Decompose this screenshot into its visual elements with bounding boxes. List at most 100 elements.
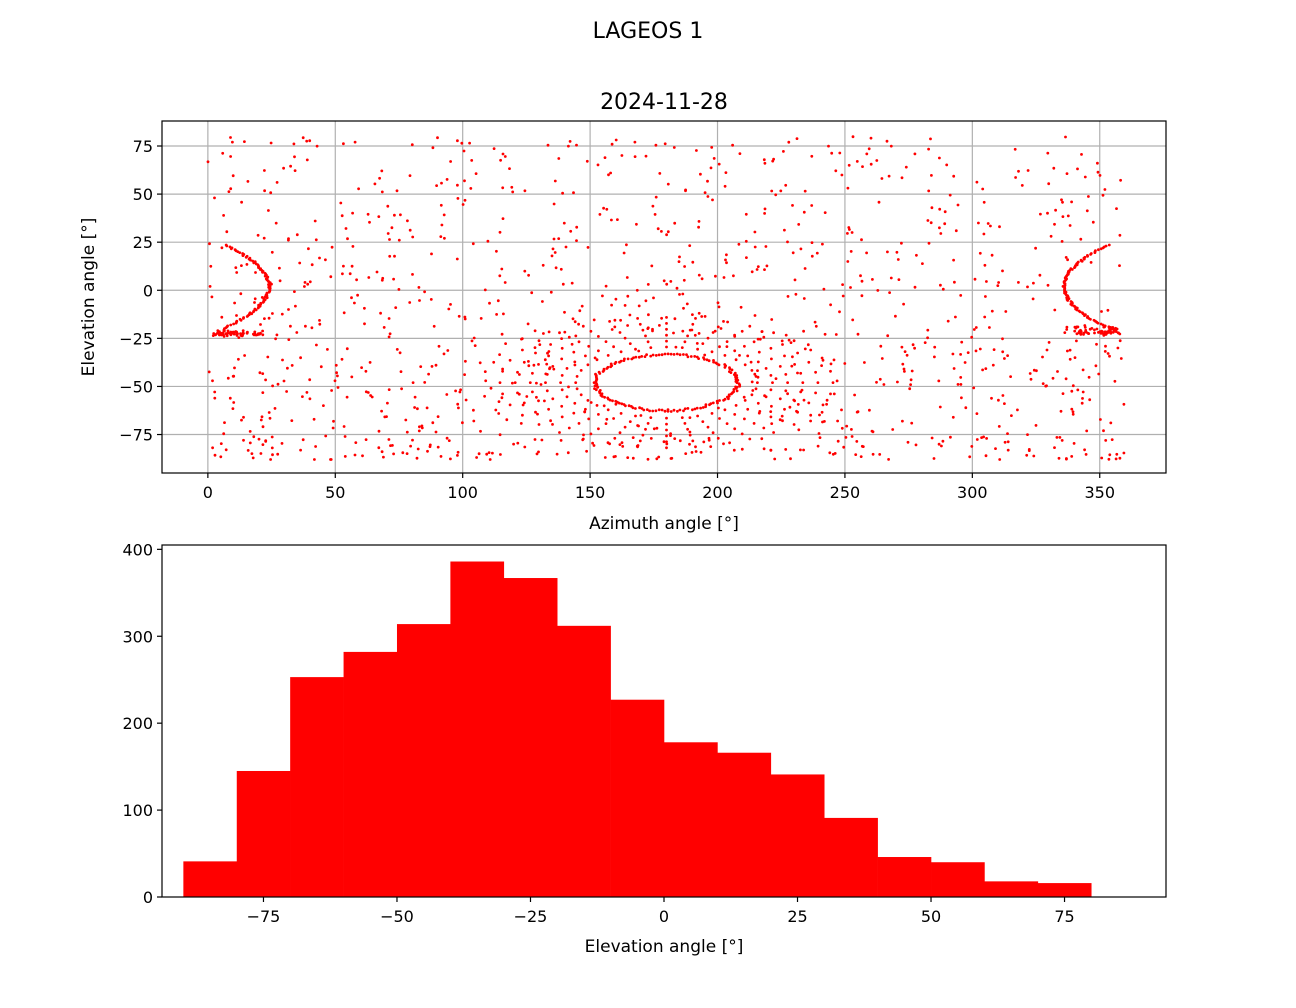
scatter-point: [734, 404, 738, 407]
scatter-point: [1056, 370, 1059, 373]
scatter-point: [1004, 310, 1008, 313]
scatter-point: [743, 417, 746, 421]
scatter-point: [937, 379, 941, 383]
scatter-point: [702, 356, 705, 359]
scatter-point: [941, 287, 945, 291]
scatter-point: [653, 213, 657, 216]
scatter-point: [631, 456, 635, 460]
scatter-point: [229, 136, 232, 139]
scatter-point: [964, 406, 968, 410]
scatter-point: [567, 335, 571, 339]
scatter-point: [786, 392, 789, 396]
scatter-point: [575, 239, 578, 243]
scatter-point: [552, 367, 556, 371]
scatter-point: [208, 285, 212, 288]
scatter-point: [880, 177, 884, 180]
scatter-point: [241, 329, 245, 333]
scatter-y-tick-label: 25: [133, 233, 153, 252]
scatter-point: [537, 339, 541, 343]
scatter-point: [847, 163, 851, 167]
scatter-point: [1107, 325, 1111, 329]
scatter-point: [261, 391, 265, 394]
scatter-point: [1080, 153, 1083, 156]
scatter-point: [1081, 390, 1085, 394]
scatter-point: [1038, 273, 1042, 277]
scatter-point: [1084, 330, 1087, 334]
scatter-point: [998, 458, 1002, 461]
scatter-point: [1104, 344, 1107, 348]
scatter-point: [516, 391, 519, 395]
scatter-point: [1034, 246, 1037, 250]
scatter-point: [780, 339, 784, 343]
scatter-point: [1102, 429, 1105, 433]
scatter-point: [753, 372, 757, 376]
scatter-point: [625, 276, 629, 279]
scatter-point: [380, 169, 384, 173]
scatter-point: [846, 232, 849, 235]
scatter-point: [762, 426, 766, 430]
scatter-point: [1085, 209, 1089, 213]
scatter-point: [496, 299, 500, 303]
scatter-point: [458, 390, 462, 394]
scatter-point: [731, 143, 734, 147]
scatter-point: [756, 369, 759, 372]
scatter-point: [537, 423, 541, 426]
scatter-point: [592, 444, 596, 447]
scatter-point: [982, 232, 986, 236]
scatter-point: [415, 456, 419, 460]
scatter-point: [345, 395, 349, 399]
scatter-point: [287, 338, 291, 341]
scatter-point: [1026, 285, 1029, 289]
scatter-point: [609, 365, 613, 369]
scatter-point: [723, 397, 727, 401]
scatter-point: [229, 330, 233, 334]
scatter-point: [240, 418, 243, 422]
scatter-point: [728, 366, 731, 370]
scatter-point: [905, 353, 909, 357]
scatter-point: [651, 409, 655, 413]
scatter-point: [760, 330, 764, 333]
scatter-point: [855, 160, 859, 163]
scatter-point: [1073, 356, 1077, 359]
scatter-point: [1003, 402, 1006, 405]
scatter-point: [263, 317, 266, 320]
scatter-point: [1032, 454, 1036, 458]
scatter-point: [797, 428, 801, 432]
scatter-point: [669, 432, 672, 435]
scatter-point: [783, 354, 786, 358]
scatter-point: [456, 450, 460, 454]
scatter-point: [1001, 337, 1004, 341]
scatter-point: [522, 360, 526, 364]
scatter-point: [342, 264, 345, 268]
scatter-point: [345, 347, 349, 351]
scatter-point: [970, 335, 974, 339]
scatter-point: [1020, 184, 1024, 187]
scatter-point: [726, 320, 729, 324]
scatter-point: [483, 370, 487, 373]
scatter-point: [561, 282, 565, 286]
scatter-point: [691, 408, 694, 412]
scatter-point: [683, 422, 687, 425]
scatter-point: [575, 143, 578, 147]
scatter-point: [715, 399, 719, 403]
scatter-point: [552, 202, 556, 206]
scatter-point: [769, 346, 773, 350]
scatter-point: [408, 301, 412, 304]
scatter-point: [601, 294, 604, 298]
scatter-point: [762, 335, 766, 339]
scatter-point: [301, 438, 305, 442]
scatter-point: [1119, 357, 1123, 360]
scatter-point: [310, 326, 314, 330]
scatter-point: [282, 166, 285, 170]
scatter-point: [510, 185, 514, 189]
scatter-point: [246, 449, 250, 452]
scatter-point: [221, 151, 225, 155]
scatter-point: [591, 441, 594, 445]
scatter-point: [574, 381, 578, 384]
scatter-point: [575, 387, 579, 391]
scatter-point: [582, 433, 585, 437]
scatter-point: [769, 374, 773, 377]
scatter-point: [478, 361, 482, 365]
scatter-point: [733, 335, 737, 338]
scatter-point: [542, 332, 545, 335]
